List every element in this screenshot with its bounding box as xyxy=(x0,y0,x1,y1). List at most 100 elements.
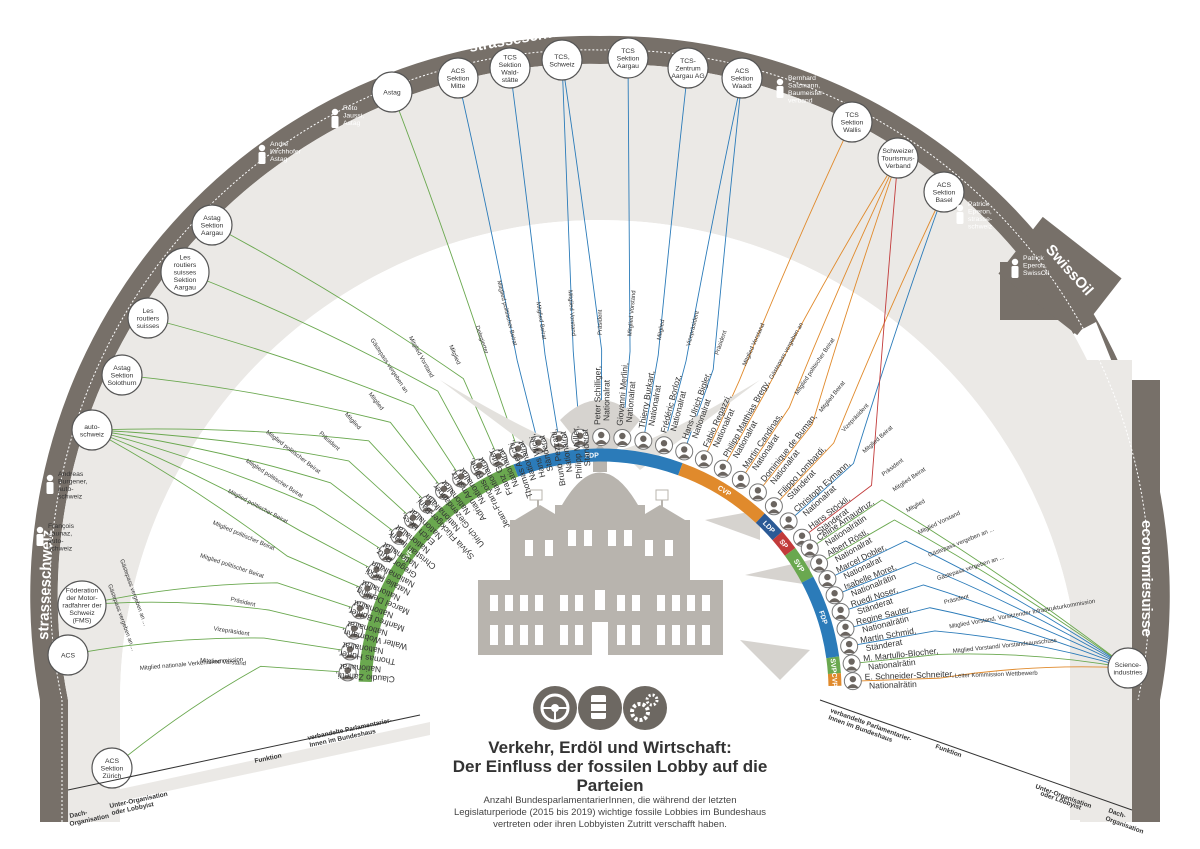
parliamentarian: Claudio Zanetti,Nationalrat Mitglied Vors… xyxy=(200,658,395,685)
connection-line xyxy=(91,429,414,520)
lobbyist-label: Patrick xyxy=(968,201,989,208)
connection-line xyxy=(722,157,899,470)
connection-line xyxy=(851,653,1129,669)
arc-label-economiesuisse: economiesuisse xyxy=(1138,520,1155,637)
lobbyist-label: SwissOil xyxy=(1023,270,1050,277)
connection-line xyxy=(834,562,1129,669)
org-label: Verband xyxy=(885,163,911,170)
org-label: ACS xyxy=(937,182,951,189)
org-label: Sektion xyxy=(201,223,224,230)
party-arc-segment xyxy=(513,448,683,477)
lobbyist-label: Eperon, xyxy=(968,209,992,216)
parliamentarian: Philipp Müller,Ständerat Mitglied Vorstan… xyxy=(566,290,592,479)
lobbyist-label: strasse- xyxy=(968,216,992,223)
lobbyist-label: auto- xyxy=(58,486,74,493)
parliamentarian-role: Nationalrat xyxy=(624,380,638,422)
subtitle-line-1: Anzahl BundesparlamentarierInnen, die wä… xyxy=(483,795,737,806)
org-label: routiers xyxy=(137,316,160,323)
lobbyist-label: Bernhard xyxy=(788,75,816,82)
org-label: Schweiz xyxy=(69,610,95,617)
lobbyist-label: Burgener, xyxy=(58,479,88,486)
org-label: Föderation xyxy=(66,588,99,595)
connection-line xyxy=(703,121,853,460)
connection-line xyxy=(845,607,1129,669)
function-label: Leiter Kommission Wettbewerb xyxy=(955,671,1039,680)
lobbyist-label: schweiz xyxy=(58,494,83,501)
parliamentarian-name: E. Schneider-Schneiter, xyxy=(865,669,955,682)
steering-wheel-icon xyxy=(533,686,577,730)
org-node: auto-schweiz xyxy=(71,409,113,451)
party-arc-segment xyxy=(784,548,814,583)
connection-line xyxy=(211,224,499,459)
party-label: FDP xyxy=(585,452,600,459)
lobbyist-label: Salzmann, xyxy=(788,83,820,90)
connection-line xyxy=(91,428,429,505)
connection-line xyxy=(773,191,945,507)
org-label: Astag xyxy=(113,365,131,372)
org-label: Science- xyxy=(1115,662,1141,669)
connection-line xyxy=(121,374,445,492)
topic-icons xyxy=(533,686,667,730)
org-label: TCS, xyxy=(554,54,570,61)
org-label: der Motor- xyxy=(66,595,97,602)
org-label: routiers xyxy=(174,262,197,269)
org-label: Aargau xyxy=(201,230,223,237)
connection-line xyxy=(81,601,355,632)
parliamentarian-name: Claudio Zanetti, xyxy=(335,671,395,685)
org-label: suisses xyxy=(174,270,197,277)
economiesuisse-band xyxy=(1132,380,1160,820)
function-label: Vizepräsident xyxy=(213,626,250,638)
org-label: Sektion xyxy=(447,76,470,83)
lobbyist-label: schweiz xyxy=(968,224,993,231)
connection-line xyxy=(852,666,1129,682)
org-label: TCS xyxy=(621,48,635,55)
title-block: Verkehr, Erdöl und Wirtschaft: Der Einfl… xyxy=(420,738,800,831)
org-label: TCS xyxy=(503,54,517,61)
inner-band xyxy=(57,63,1143,823)
function-label: Präsident xyxy=(230,597,256,609)
org-label: schweiz xyxy=(80,431,105,438)
lobbyist-label: Andreas xyxy=(58,471,84,478)
connection-line xyxy=(81,582,361,611)
party-label: SVP xyxy=(829,658,837,673)
party-label: CVP xyxy=(830,672,838,687)
party-arc-segment xyxy=(826,656,841,675)
party-arc-segment xyxy=(827,673,842,687)
connection-line xyxy=(561,59,603,438)
function-label: Präsident xyxy=(598,309,604,335)
org-label: Sektion xyxy=(841,120,864,127)
org-label: Sektion xyxy=(617,56,640,63)
connection-line xyxy=(683,77,743,452)
parliamentarian-role: Ständerat xyxy=(579,428,592,466)
outer-ring-left xyxy=(30,35,600,822)
connection-line xyxy=(67,637,351,656)
org-label: Aargau AG xyxy=(671,73,704,80)
parliamentarian-role: Nationalrätin xyxy=(869,679,917,691)
connection-line xyxy=(509,67,560,441)
connection-line xyxy=(740,157,899,481)
title-line-1: Verkehr, Erdöl und Wirtschaft: xyxy=(488,738,732,757)
connection-line xyxy=(621,57,631,439)
parliamentarian-role: Nationalrat xyxy=(339,662,381,675)
org-label: Solothurn xyxy=(107,380,136,387)
org-label: Zürich xyxy=(103,773,122,780)
parliamentarian: E. Schneider-Schneiter,Nationalrätin Leit… xyxy=(843,669,1039,691)
connection-line xyxy=(91,429,368,591)
org-label: Les xyxy=(180,255,192,262)
org-label: Basel xyxy=(935,197,952,204)
org-label: TCS xyxy=(845,112,859,119)
lobbyist-label: Astag xyxy=(343,120,361,127)
org-label: radfahrer der xyxy=(62,603,102,610)
org-label: Waadt xyxy=(732,83,752,90)
org-label: Tourismus- xyxy=(881,156,914,163)
function-label: Mitglied Vorstand xyxy=(566,290,576,336)
lobbyist-label: Launaz, xyxy=(48,531,72,538)
lobbyist-label: André xyxy=(270,141,288,148)
connection-line xyxy=(849,630,1129,669)
